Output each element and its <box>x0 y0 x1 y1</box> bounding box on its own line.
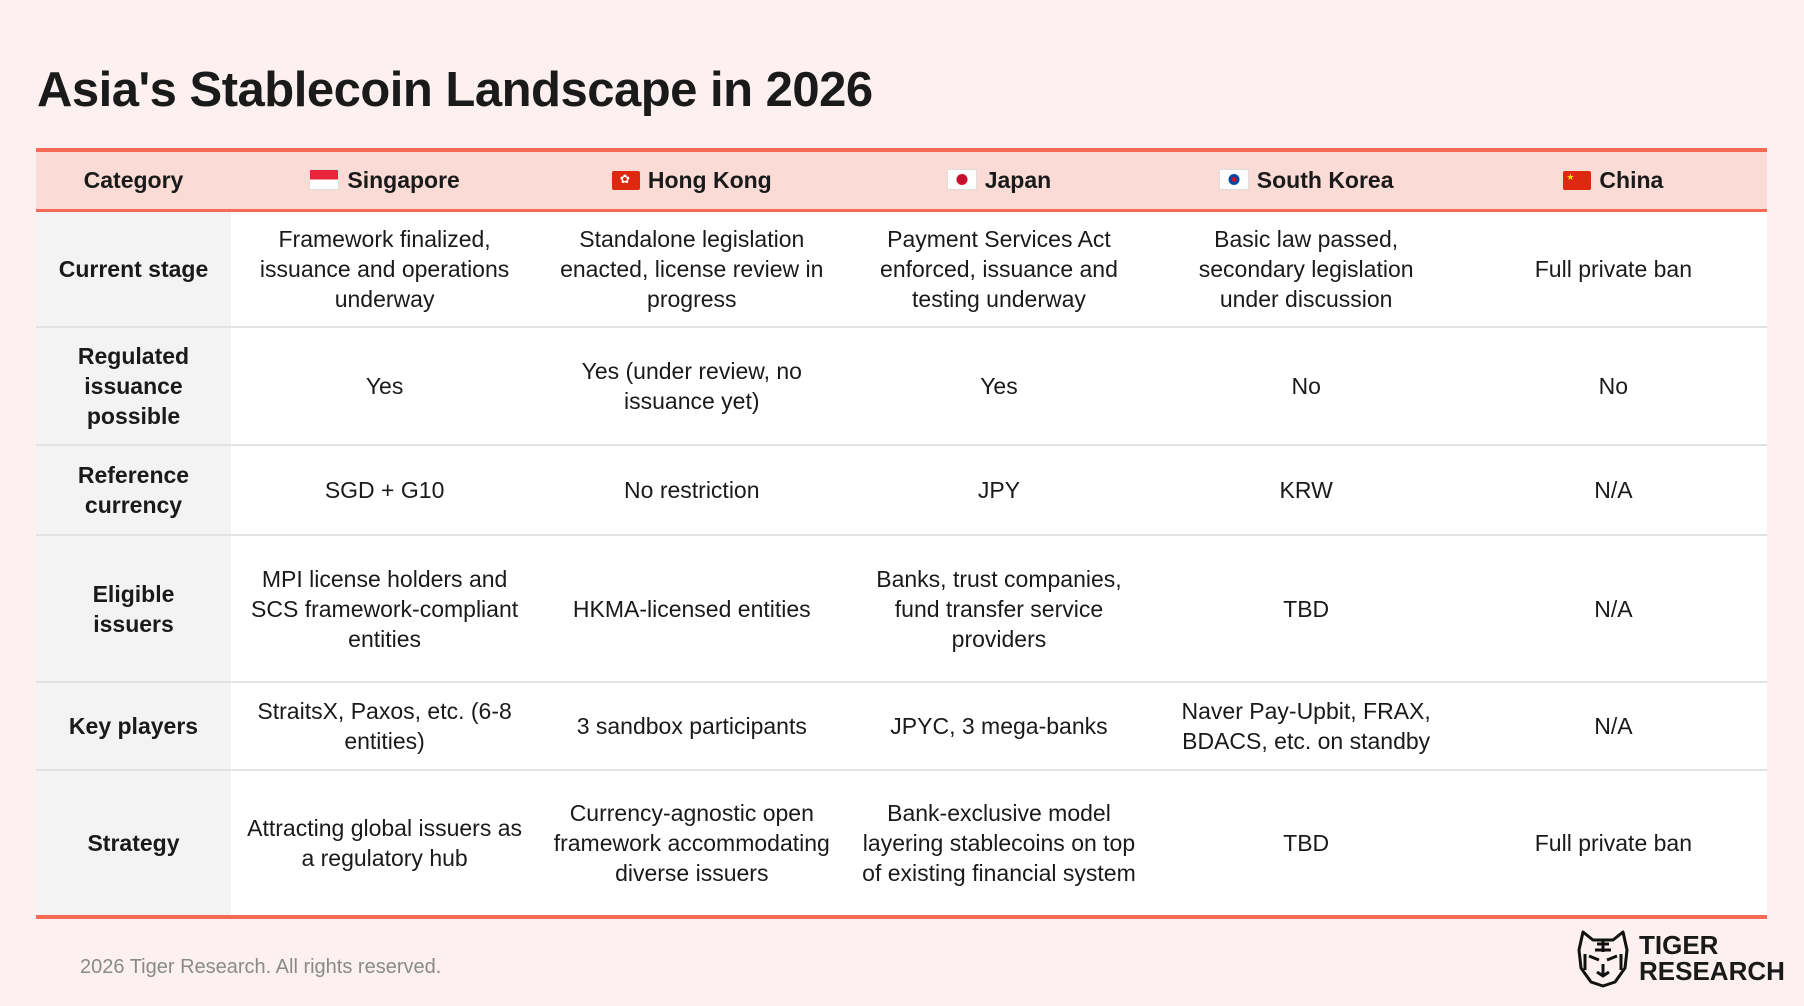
table-cell: KRW <box>1152 445 1460 536</box>
table-cell: Standalone legislation enacted, license … <box>538 210 846 328</box>
logo-line-2: RESEARCH <box>1639 956 1785 986</box>
table-cell: JPY <box>845 445 1153 536</box>
table-cell: HKMA-licensed entities <box>538 535 846 683</box>
table-cell: Full private ban <box>1459 770 1767 919</box>
stablecoin-table: Category Singapore Hong Kong Japan South Kor… <box>36 148 1767 919</box>
column-header-label: South Korea <box>1256 166 1394 193</box>
table-row: Eligible issuers MPI license holders and … <box>36 535 1767 683</box>
table-cell: Framework finalized, issuance and operat… <box>231 210 539 328</box>
table-row: Reference currency SGD + G10 No restrictio… <box>36 445 1767 536</box>
table-cell: N/A <box>1459 682 1767 771</box>
row-category: Strategy <box>36 770 231 919</box>
table-cell: No <box>1152 327 1460 446</box>
table-cell: No <box>1459 327 1767 446</box>
table-cell: N/A <box>1459 445 1767 536</box>
table-cell: Payment Services Act enforced, issuance … <box>845 210 1153 328</box>
logo-line-1: TIGER <box>1639 930 1719 960</box>
column-header-south-korea: South Korea <box>1152 148 1460 212</box>
column-header-hong-kong: Hong Kong <box>538 148 846 212</box>
table-cell: Yes <box>231 327 539 446</box>
column-header-label: Singapore <box>347 166 460 193</box>
table-cell: No restriction <box>538 445 846 536</box>
copyright: 2026 Tiger Research. All rights reserved… <box>80 956 442 978</box>
column-header-label: Japan <box>984 166 1052 193</box>
table-cell: TBD <box>1152 770 1460 919</box>
table-cell: StraitsX, Paxos, etc. (6-8 entities) <box>231 682 539 771</box>
table-row: Regulated issuance possible Yes Yes (under… <box>36 327 1767 446</box>
table-cell: Banks, trust companies, fund transfer se… <box>845 535 1153 683</box>
japan-flag-icon <box>946 168 977 190</box>
row-category: Eligible issuers <box>36 535 231 683</box>
table-cell: 3 sandbox participants <box>538 682 846 771</box>
table-cell: MPI license holders and SCS framework-co… <box>231 535 539 683</box>
table-cell: Bank-exclusive model layering stablecoin… <box>845 770 1153 919</box>
page-title: Asia's Stablecoin Landscape in 2026 <box>37 63 873 117</box>
singapore-flag-icon <box>309 168 340 190</box>
table-cell: SGD + G10 <box>231 445 539 536</box>
tiger-head-icon <box>1577 930 1629 988</box>
table-cell: Basic law passed, secondary legislation … <box>1152 210 1460 328</box>
column-header-label: China <box>1599 166 1664 193</box>
row-category: Reference currency <box>36 445 231 536</box>
table-cell: Naver Pay-Upbit, FRAX, BDACS, etc. on st… <box>1152 682 1460 771</box>
table-row: Strategy Attracting global issuers as a r… <box>36 770 1767 919</box>
table-cell: Attracting global issuers as a regulator… <box>231 770 539 919</box>
column-header-china: China <box>1459 148 1767 212</box>
south-korea-flag-icon <box>1218 168 1249 190</box>
table-cell: N/A <box>1459 535 1767 683</box>
table-cell: TBD <box>1152 535 1460 683</box>
china-flag-icon <box>1563 170 1592 190</box>
table-cell: Yes <box>845 327 1153 446</box>
column-header-label: Category <box>83 166 184 193</box>
hong-kong-flag-icon <box>611 170 640 190</box>
column-header-category: Category <box>36 148 231 212</box>
row-category: Key players <box>36 682 231 771</box>
table-header-row: Category Singapore Hong Kong Japan South Kor… <box>36 148 1767 212</box>
tiger-research-logo: TIGER RESEARCH <box>1575 928 1785 988</box>
table-cell: JPYC, 3 mega-banks <box>845 682 1153 771</box>
column-header-label: Hong Kong <box>647 166 772 193</box>
column-header-japan: Japan <box>845 148 1153 212</box>
table-row: Key players StraitsX, Paxos, etc. (6-8 en… <box>36 682 1767 771</box>
table-row: Current stage Framework finalized, issuan… <box>36 210 1767 328</box>
row-category: Current stage <box>36 210 231 328</box>
table-cell: Yes (under review, no issuance yet) <box>538 327 846 446</box>
table-cell: Currency-agnostic open framework accommo… <box>538 770 846 919</box>
row-category: Regulated issuance possible <box>36 327 231 446</box>
column-header-singapore: Singapore <box>231 148 539 212</box>
table-cell: Full private ban <box>1459 210 1767 328</box>
